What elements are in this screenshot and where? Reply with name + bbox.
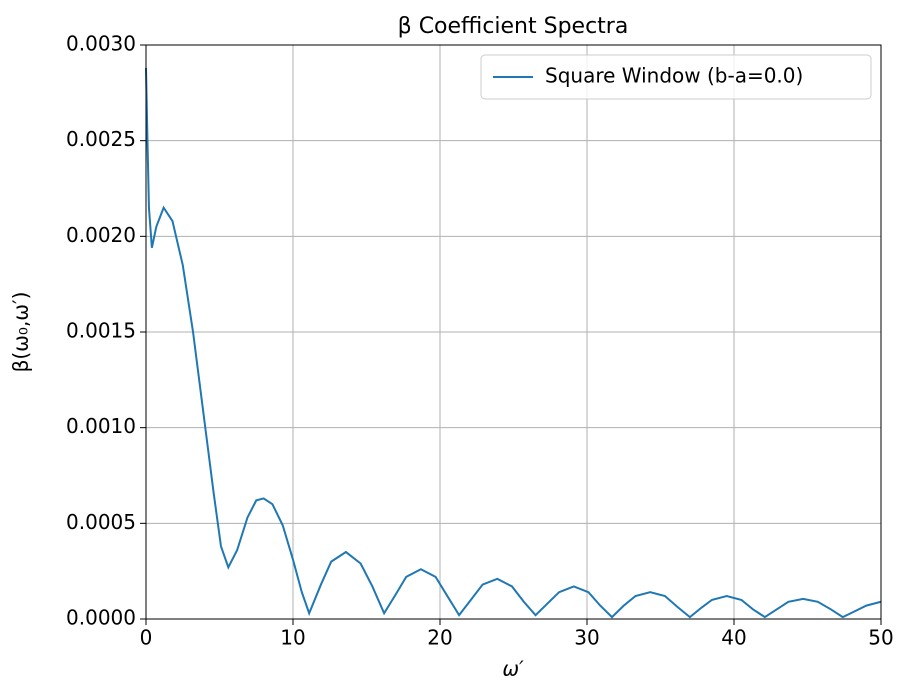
x-tick-label: 10 [280, 626, 305, 650]
data-line [145, 67, 882, 619]
x-axis-label: ω′ [502, 657, 524, 681]
x-tick-label: 40 [721, 626, 746, 650]
x-tick-label: 20 [427, 626, 452, 650]
x-tick-label: 30 [574, 626, 599, 650]
x-tick-label: 50 [868, 626, 893, 650]
x-tick-label: 0 [140, 626, 153, 650]
y-tick-label: 0.0015 [66, 319, 136, 343]
y-tick-label: 0.0000 [66, 606, 136, 630]
legend-label: Square Window (b-a=0.0) [545, 64, 803, 88]
chart-title: β Coefficient Spectra [398, 14, 629, 39]
y-tick-label: 0.0005 [66, 510, 136, 534]
y-tick-label: 0.0010 [66, 414, 136, 438]
legend-box [480, 54, 872, 100]
y-tick-label: 0.0025 [66, 127, 136, 151]
y-tick-label: 0.0030 [66, 32, 136, 56]
plot-frame [145, 44, 882, 620]
y-axis-label: β(ω₀,ω′) [9, 292, 33, 373]
y-tick-label: 0.0020 [66, 223, 136, 247]
